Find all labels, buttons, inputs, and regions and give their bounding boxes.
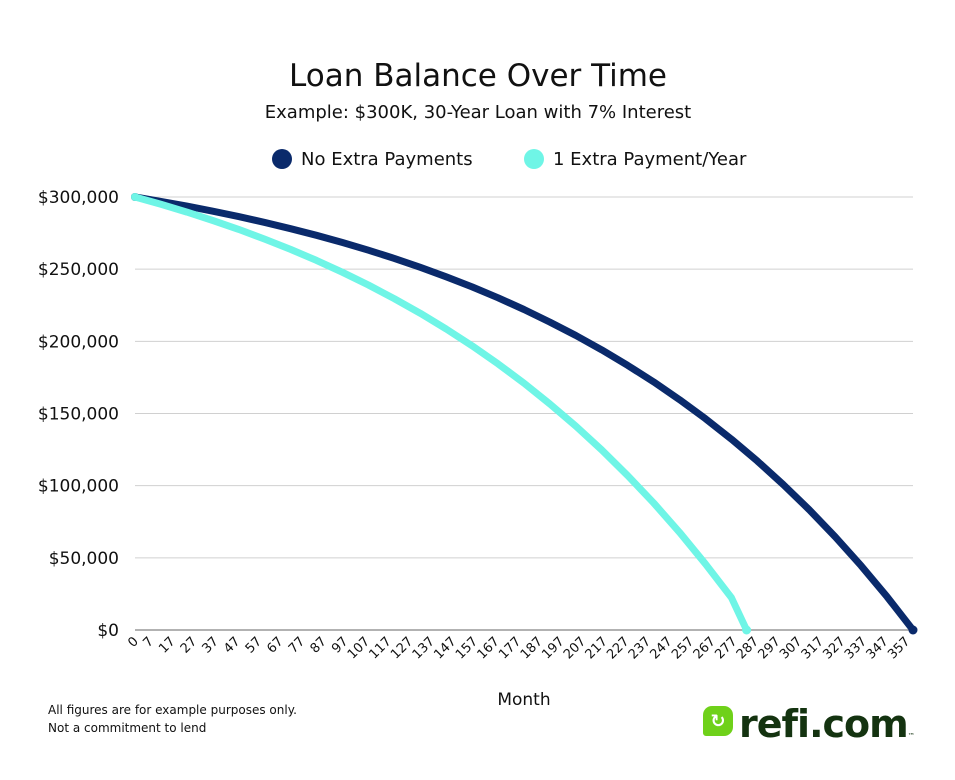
- y-tick-label: $250,000: [38, 260, 119, 280]
- x-tick-label: 77: [286, 634, 308, 656]
- x-tick-label: 0: [125, 634, 141, 650]
- y-tick-label: $200,000: [38, 332, 119, 352]
- trademark: ™: [907, 732, 915, 740]
- legend-label: No Extra Payments: [301, 149, 473, 170]
- series-end-point: [742, 625, 752, 635]
- chart-subtitle: Example: $300K, 30-Year Loan with 7% Int…: [265, 102, 691, 123]
- x-tick-label: 87: [308, 634, 330, 656]
- series-line-1: [131, 193, 917, 634]
- refi-house-arrow-icon: ↻: [703, 706, 733, 736]
- footnote-line-1: All figures are for example purposes onl…: [48, 703, 297, 717]
- x-tick-label: 37: [199, 634, 221, 656]
- legend: No Extra Payments 1 Extra Payment/Year: [272, 149, 747, 170]
- y-tick-label: $0: [97, 621, 119, 641]
- y-tick-label: $300,000: [38, 188, 119, 208]
- x-tick-label: 57: [243, 634, 265, 656]
- legend-swatch: [524, 149, 544, 169]
- x-axis-label: Month: [497, 690, 550, 710]
- y-tick-label: $100,000: [38, 477, 119, 497]
- x-axis-ticks: 07 17 27 37 47 57 67 77 87 9710711712713714715716…: [125, 634, 913, 662]
- gridlines: [135, 196, 913, 631]
- x-tick-label: 357: [885, 634, 913, 662]
- legend-swatch: [272, 149, 292, 169]
- x-tick-label: 67: [264, 634, 286, 656]
- y-tick-label: $150,000: [38, 405, 119, 425]
- logo-text: refi.com: [739, 702, 909, 746]
- x-tick-label: 27: [178, 634, 200, 656]
- x-tick-label: 47: [221, 634, 243, 656]
- refi-logo: ↻ refi.com ™: [703, 702, 915, 746]
- series-lines: [131, 193, 918, 635]
- footnote-line-2: Not a commitment to lend: [48, 721, 207, 735]
- legend-label: 1 Extra Payment/Year: [553, 149, 747, 170]
- y-tick-label: $50,000: [49, 549, 119, 569]
- chart-title: Loan Balance Over Time: [289, 58, 667, 94]
- series-start-point: [131, 193, 139, 201]
- series-line-2: [131, 193, 751, 634]
- x-tick-label: 7: [140, 634, 156, 650]
- series-end-point: [908, 625, 918, 635]
- x-tick-label: 17: [156, 634, 178, 656]
- y-axis-ticks: $0 $50,000 $100,000 $150,000 $200,000 $250,00…: [38, 188, 119, 641]
